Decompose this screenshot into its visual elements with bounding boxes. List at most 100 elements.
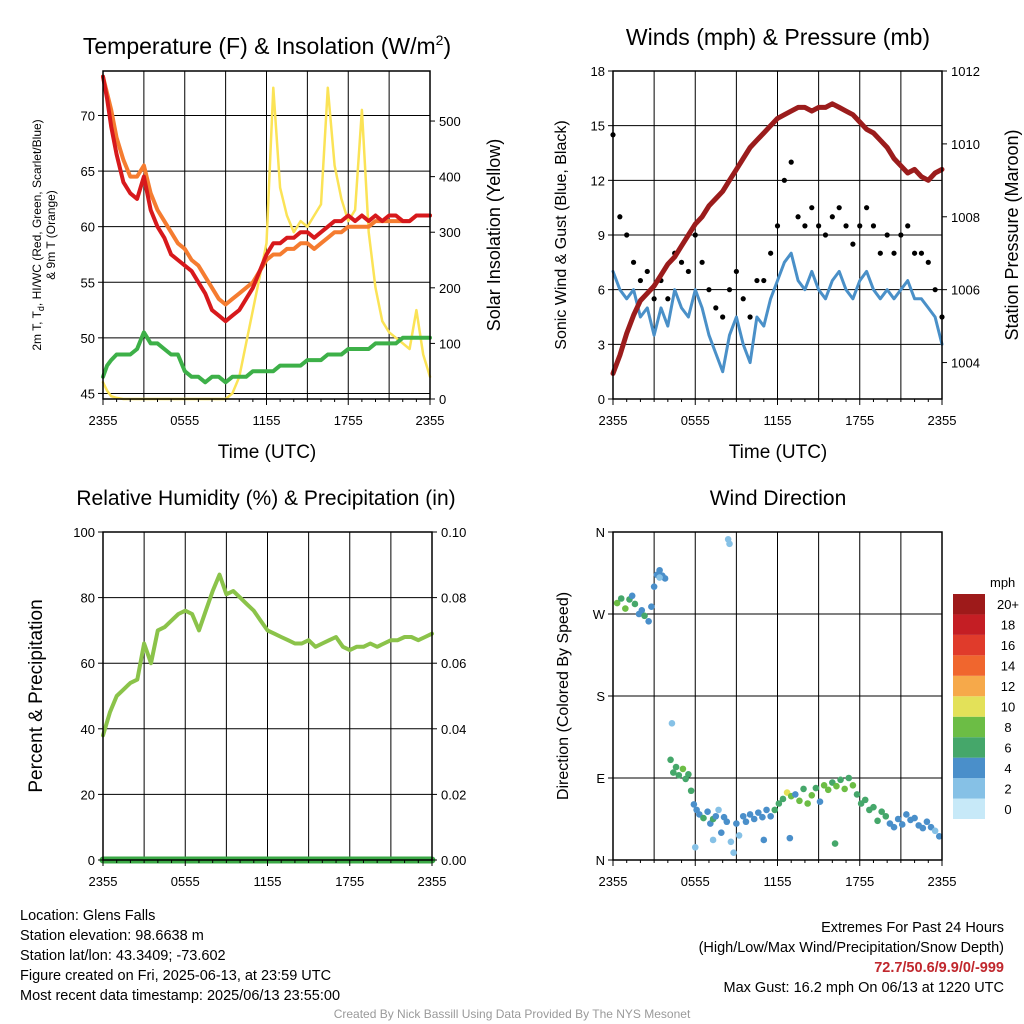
gust-point [816,223,822,229]
gust-point [617,214,623,220]
direction-point [812,784,820,792]
insolation-ylabel: Solar Insolation (Yellow) [484,139,504,331]
ytick-label-right: 400 [439,170,461,185]
credit-line: Created By Nick Bassill Using Data Provi… [333,1007,691,1021]
direction-point [833,782,840,790]
xtick-label: 2355 [599,874,628,889]
ytick-label-right: 1010 [951,137,980,152]
direction-ylabel: Direction (Colored By Speed) [555,592,572,800]
direction-point [935,833,943,840]
gust-point [891,250,897,256]
direction-point [750,815,758,823]
gust-point [884,232,890,238]
pressure-ylabel: Station Pressure (Maroon) [1002,129,1022,340]
colorbar-swatch [953,655,985,676]
colorbar-label: 2 [1004,781,1011,796]
ytick-label-right: 0 [439,392,446,407]
direction-point [870,803,877,811]
direction-point [841,785,848,793]
ytick-label-left: 15 [591,119,605,134]
colorbar-label: 12 [1001,679,1015,694]
ytick-label-right: 200 [439,281,461,296]
winds-panel-title: Winds (mph) & Pressure (mb) [626,24,930,50]
direction-point [675,771,683,779]
ytick-label-left: 12 [591,173,605,188]
gust-point [699,259,705,265]
ytick-label-left: N [596,525,605,540]
direction-point [661,575,669,582]
xtick-label: 2355 [928,874,957,889]
temperature-panel-title: Temperature (F) & Insolation (W/m2) [83,32,451,59]
ytick-label-right: 0.04 [441,722,466,737]
direction-point [746,811,754,818]
series-line-2m-t [101,74,432,324]
direction-point [831,840,839,847]
gust-point [836,205,842,211]
direction-point [923,818,931,826]
ytick-label-left: 70 [81,108,95,123]
direction-point [767,812,774,820]
direction-point [874,817,881,825]
colorbar-label: 10 [1001,700,1015,715]
ytick-label-left: 100 [73,525,95,540]
extremes-values: 72.7/50.6/9.9/0/-999 [874,960,1004,976]
gust-point [624,232,630,238]
xtick-label: 1155 [253,413,281,428]
direction-point [631,600,639,608]
direction-point [726,540,733,548]
xtick-label: 1755 [335,874,364,889]
direction-point [617,595,625,602]
winds-ylabel: Sonic Wind & Gust (Blue, Black) [553,120,570,349]
gust-point [630,259,637,265]
ytick-label-left: W [593,607,606,622]
direction-point [648,603,655,611]
ytick-label-right: 0.02 [441,787,466,802]
extremes-subtitle: (High/Low/Max Wind/Precipitation/Snow De… [698,940,1004,956]
ytick-label-right: 300 [439,225,461,240]
colorbar-label: 6 [1004,740,1011,755]
gust-point [795,214,801,220]
direction-point [739,812,747,820]
ytick-label-right: 1006 [951,283,980,298]
direction-point [679,765,687,773]
ytick-label-right: 0.10 [441,525,466,540]
ytick-label-right: 1012 [951,64,980,79]
gust-point [774,223,781,229]
direction-point [845,774,853,782]
series-line-td [101,330,432,385]
direction-point [775,800,783,807]
ytick-label-left: 50 [81,331,95,346]
direction-point [667,756,674,764]
ytick-label-right: 0.00 [441,853,466,868]
direction-point [800,785,807,793]
gust-point [768,250,774,256]
direction-point [760,836,768,844]
colorbar-swatch [953,737,985,758]
humidity-ylabel: Percent & Precipitation [26,599,47,792]
direction-point [687,787,695,795]
colorbar-swatch [953,614,985,635]
direction-point [691,843,699,851]
gust-point [678,259,685,265]
xtick-label: 0555 [171,874,200,889]
gust-point [898,232,904,238]
direction-point [735,832,743,839]
direction-point [670,769,677,776]
colorbar-swatch [953,757,985,779]
colorbar-label: 0 [1004,802,1011,817]
direction-point [628,592,636,600]
gust-point [877,250,883,256]
gust-point [829,214,835,220]
direction-point [690,801,698,808]
xtick-label: 1155 [254,874,282,889]
direction-point [808,792,816,799]
ytick-label-left: 9 [598,228,605,243]
station-latlon: Station lat/lon: 43.3409; -73.602 [20,948,226,964]
xtick-label: 2355 [89,874,118,889]
direction-point [717,829,725,836]
direction-point [645,617,652,625]
direction-point [853,791,861,798]
xtick-label: 1755 [845,413,874,428]
direction-point [715,806,722,814]
direction-point [894,815,902,823]
